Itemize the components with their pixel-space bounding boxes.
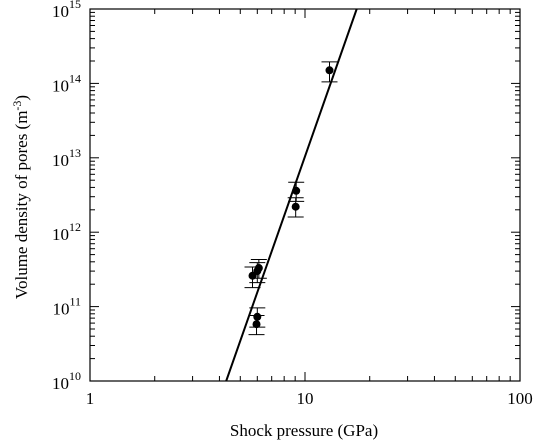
data-marker [253, 312, 262, 321]
y-tick-label-base: 10 [52, 76, 69, 95]
y-axis-label: Volume density of pores (m-3) [10, 95, 31, 299]
y-tick-label-exponent: 12 [69, 220, 81, 234]
fit-line [225, 8, 358, 382]
x-axis-label: Shock pressure (GPa) [230, 421, 378, 440]
y-tick-label: 1014 [52, 71, 81, 95]
data-marker [325, 66, 334, 75]
data-point [250, 258, 267, 279]
y-tick-label-base: 10 [52, 374, 69, 393]
axes-layer [89, 8, 521, 382]
y-tick-label: 1010 [52, 369, 81, 393]
y-tick-label-base: 10 [52, 151, 69, 170]
y-tick-label-exponent: 10 [69, 369, 81, 383]
y-tick-label: 1015 [52, 0, 81, 21]
data-point [287, 197, 304, 218]
y-axis-label-exponent: -3 [10, 101, 24, 111]
labels-layer: Shock pressure (GPa) Volume density of p… [10, 95, 378, 440]
y-tick-label: 1012 [52, 220, 81, 244]
y-tick-label-exponent: 11 [69, 295, 81, 309]
y-tick-label: 1013 [52, 146, 81, 170]
x-tick-label: 1 [86, 389, 95, 408]
y-axis-label-main: Volume density of pores (m [12, 111, 31, 300]
x-tick-label: 100 [507, 389, 533, 408]
y-tick-label-exponent: 13 [69, 146, 81, 160]
y-tick-label-exponent: 15 [69, 0, 81, 11]
data-marker [291, 202, 300, 211]
data-point [248, 314, 265, 336]
data-points-layer [244, 61, 338, 336]
y-tick-label: 1011 [52, 295, 81, 319]
data-point [249, 307, 266, 328]
y-tick-label-exponent: 14 [69, 71, 81, 85]
y-tick-label-base: 10 [52, 300, 69, 319]
y-axis-label-close: ) [12, 95, 31, 101]
data-marker [254, 264, 263, 273]
data-point [321, 61, 338, 83]
fit-line-layer [225, 8, 358, 382]
x-tick-label: 10 [297, 389, 314, 408]
data-marker [292, 186, 301, 195]
y-tick-label-base: 10 [52, 2, 69, 21]
y-tick-label-base: 10 [52, 225, 69, 244]
data-marker [252, 320, 261, 329]
plot-frame [89, 8, 521, 382]
